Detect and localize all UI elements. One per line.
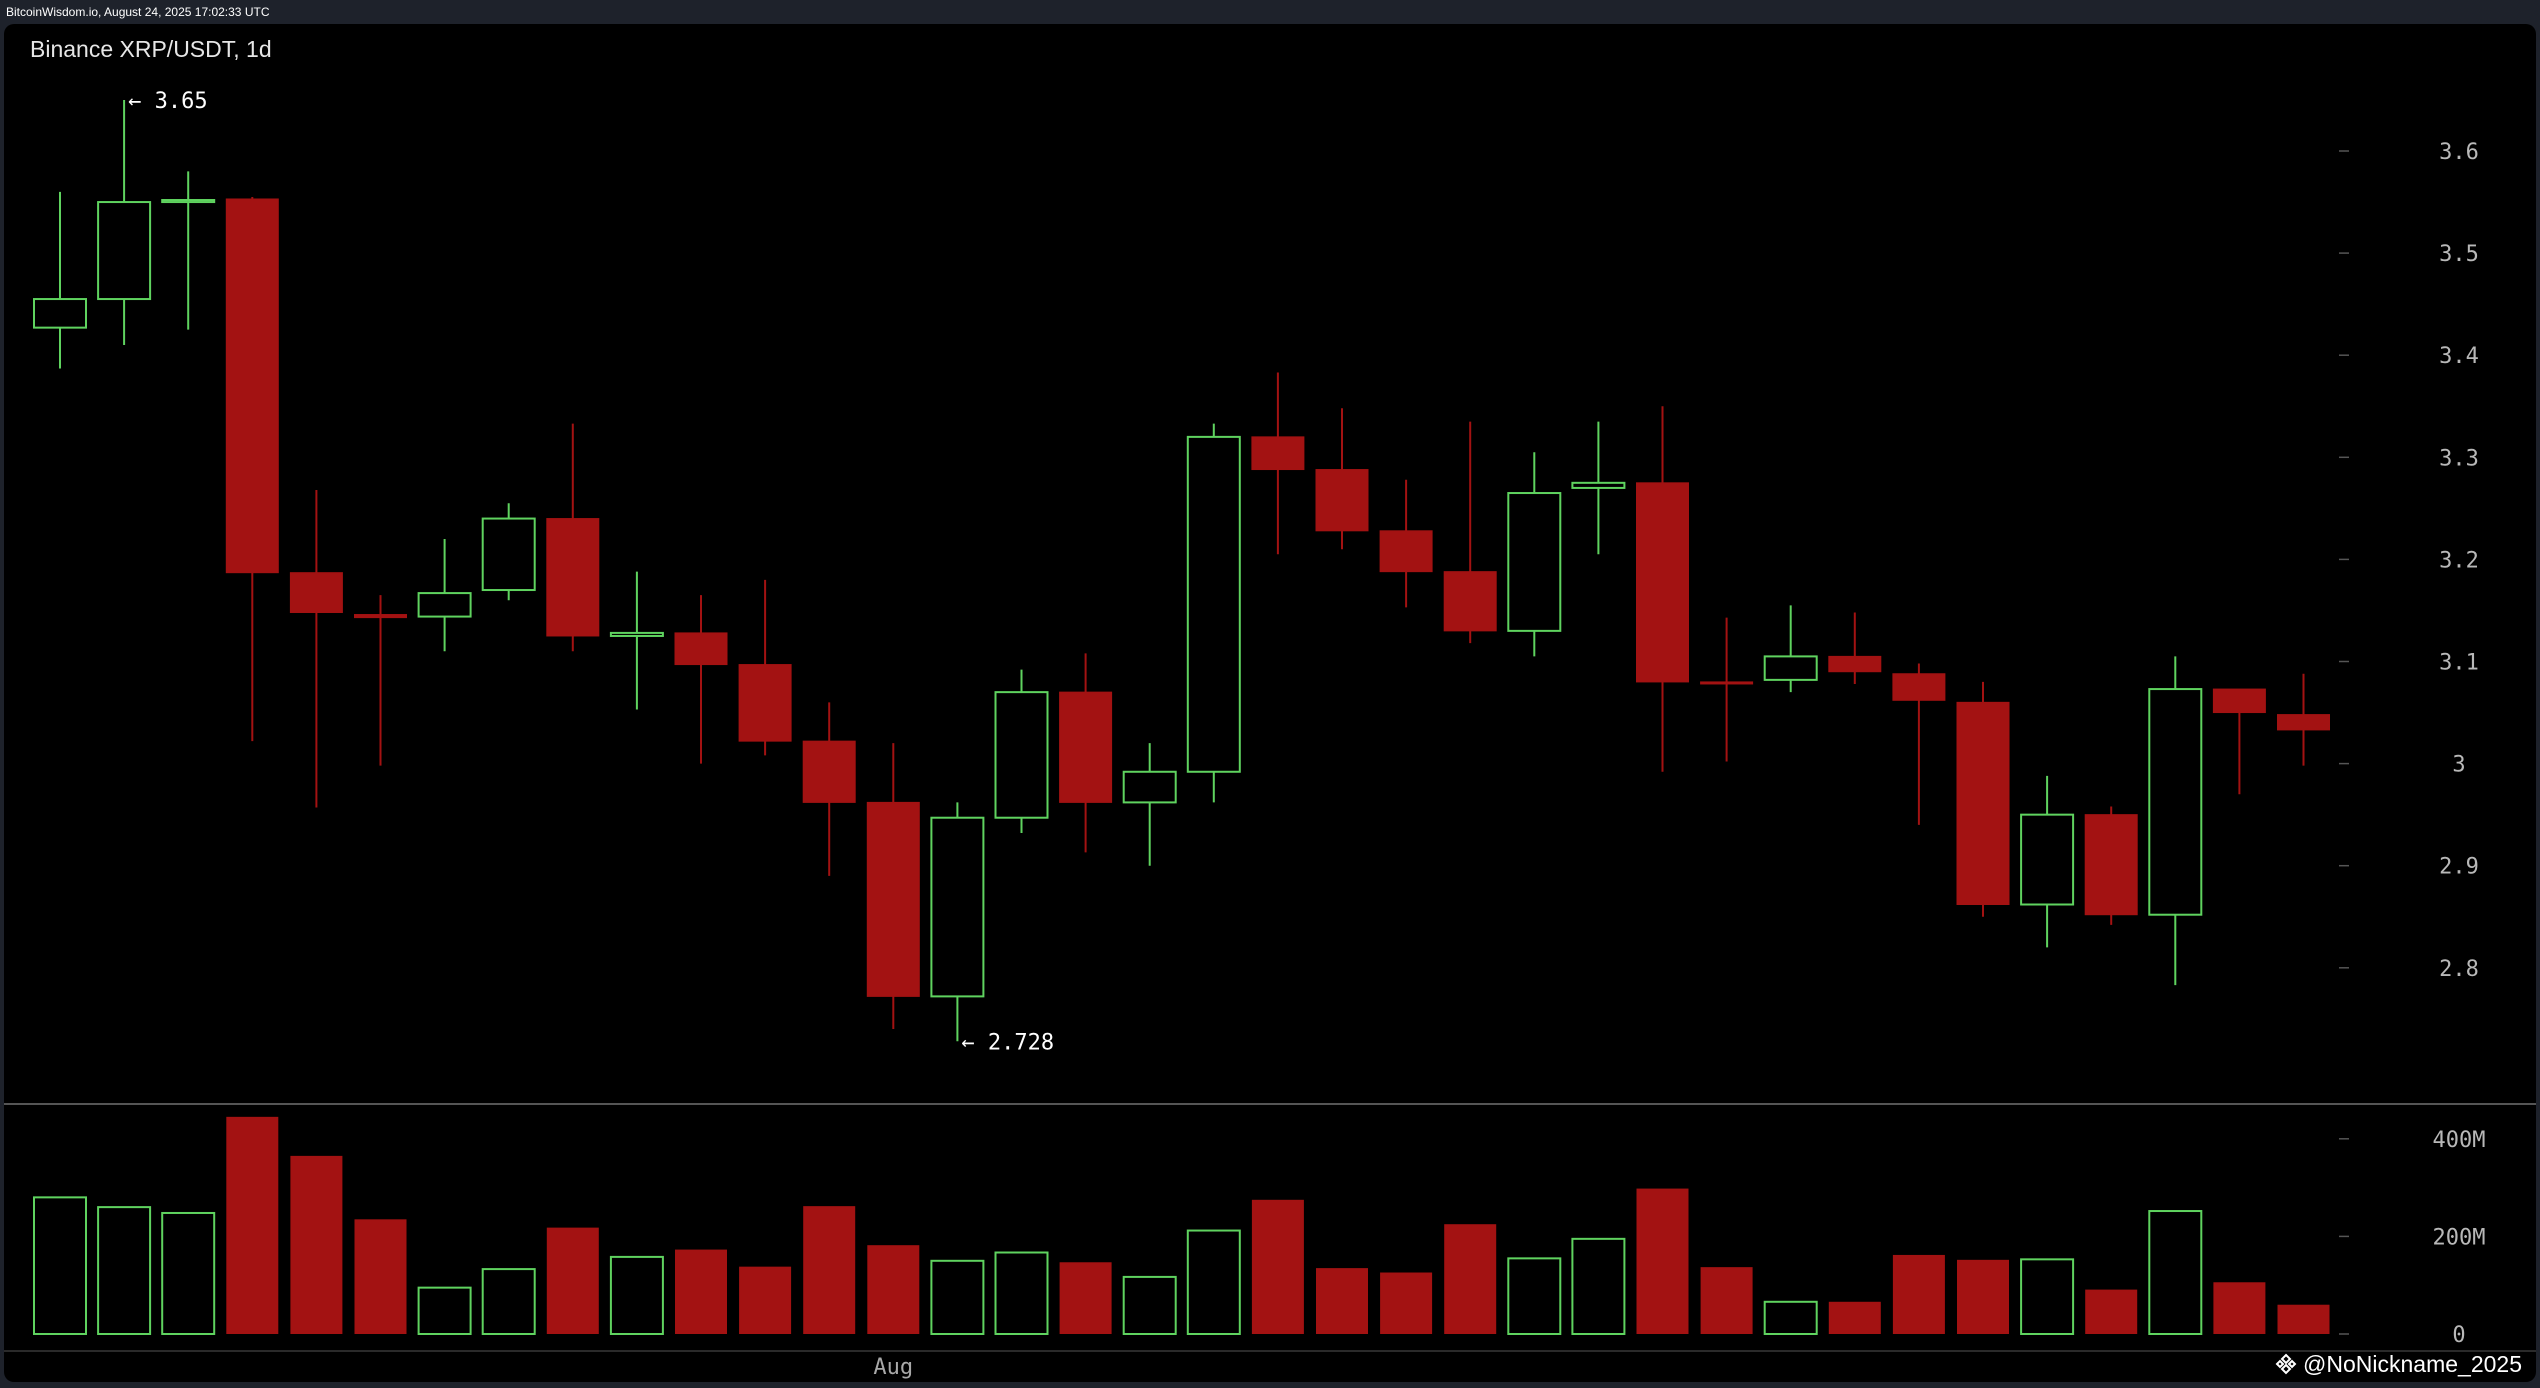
volume-bar-up [2148, 1210, 2203, 1336]
price-axis-label: 3.2 [2439, 548, 2479, 573]
volume-bar-up [1763, 1300, 1818, 1335]
candle-body-down [1379, 530, 1433, 573]
candle-body-down [2277, 714, 2330, 731]
volume-bar-down [546, 1227, 599, 1334]
volume-bar-up [994, 1251, 1049, 1336]
candle-body-down [225, 198, 279, 574]
volume-bar-down [1059, 1262, 1112, 1334]
price-axis-label: 2.9 [2439, 855, 2479, 880]
chart-panel: Binance XRP/USDT, 1d 3.6 3.5 3.4 3.3 3.2 3.1 3… [4, 24, 2536, 1382]
candle-body-down [354, 614, 407, 619]
volume-bar-up [1507, 1257, 1562, 1335]
candle-body-up [609, 631, 664, 637]
price-axis-label: 3.6 [2439, 140, 2479, 165]
volume-bar-up [2020, 1258, 2075, 1336]
price-axis-label: 2.8 [2439, 957, 2479, 982]
candle-body-down [866, 801, 920, 997]
candle-body-up [33, 298, 87, 329]
candle-body-up [417, 592, 472, 618]
volume-axis-label: 200M [2433, 1225, 2486, 1250]
candle-body-down [1956, 701, 2010, 905]
candle-body-up [161, 199, 216, 204]
candle-body-up [930, 816, 985, 998]
volume-bar-down [675, 1249, 727, 1334]
volume-bar-down [290, 1155, 343, 1334]
candle-body-down [289, 572, 343, 613]
top-bar: BitcoinWisdom.io, August 24, 2025 17:02:… [0, 0, 2540, 24]
volume-bar-down [1316, 1268, 1368, 1334]
candle-body-down [1059, 691, 1113, 803]
candlestick-chart: 3.6 3.5 3.4 3.3 3.2 3.1 3 2.9 2.8 400M 200M 0 ← 3.65… [4, 89, 2536, 1380]
volume-bar-down [354, 1219, 407, 1334]
candle-body-down [1315, 469, 1369, 532]
candle-body-up [1186, 435, 1241, 773]
volume-bar-up [1186, 1229, 1241, 1335]
volume-bar-down [1828, 1301, 1881, 1334]
candle-body-up [1763, 655, 1818, 681]
volume-bar-down [803, 1206, 856, 1334]
candle-body-down [1443, 571, 1497, 632]
candle-body-up [1507, 492, 1562, 632]
candle-body-up [2020, 813, 2075, 906]
candle-body-up [1571, 481, 1626, 489]
volume-bar-up [930, 1259, 985, 1336]
candle-body-down [2084, 814, 2138, 916]
candle-body-down [1892, 673, 1946, 701]
candle-body-up [994, 691, 1049, 819]
price-annotation: ← 3.65 [128, 89, 207, 114]
candle-body-down [1636, 482, 1689, 683]
candle-body-up [97, 201, 152, 301]
time-axis-label: Aug [873, 1355, 913, 1380]
watermark-text: @NoNickname_2025 [2303, 1351, 2522, 1377]
volume-bar-down [2277, 1304, 2330, 1334]
volume-axis-label: 400M [2433, 1128, 2486, 1153]
price-axis-label: 3 [2452, 753, 2465, 778]
candle-body-down [2212, 688, 2266, 714]
volume-bar-down [867, 1245, 920, 1334]
candle-body-up [1122, 770, 1177, 804]
volume-bar-down [2085, 1289, 2138, 1334]
timestamp-label: BitcoinWisdom.io, August 24, 2025 17:02:… [6, 5, 270, 19]
chart-title: Binance XRP/USDT, 1d [30, 36, 272, 62]
candle-body-down [1700, 681, 1754, 685]
candle-body-down [674, 632, 728, 666]
candle-body-down [1251, 436, 1305, 471]
volume-bar-down [1892, 1254, 1945, 1334]
price-axis-label: 3.5 [2439, 242, 2479, 267]
candle-body-down [1828, 655, 1882, 673]
volume-bar-up [161, 1211, 216, 1335]
volume-bar-down [2213, 1282, 2266, 1334]
candle-body-down [546, 518, 600, 637]
volume-bar-up [417, 1286, 472, 1336]
volume-bar-down [1251, 1199, 1304, 1334]
candle-body-up [2148, 688, 2203, 916]
binance-diamond-icon [2275, 1351, 2297, 1378]
watermark: @NoNickname_2025 [2275, 1351, 2522, 1378]
volume-bar-down [1636, 1188, 1689, 1334]
volume-bar-down [739, 1266, 792, 1334]
candle-body-down [738, 664, 792, 742]
volume-bar-down [1957, 1259, 2009, 1334]
volume-bar-down [226, 1116, 279, 1334]
volume-axis-label: 0 [2452, 1323, 2465, 1348]
volume-bar-down [1380, 1272, 1433, 1334]
volume-bar-up [481, 1268, 536, 1335]
volume-bar-up [33, 1196, 87, 1335]
candle-body-down [802, 740, 856, 803]
volume-bar-up [97, 1206, 152, 1335]
volume-bar-up [609, 1255, 664, 1335]
volume-bar-up [1122, 1275, 1177, 1336]
price-axis-label: 3.1 [2439, 651, 2479, 676]
price-axis-label: 3.4 [2439, 344, 2479, 369]
candle-body-up [481, 517, 536, 592]
price-axis-label: 3.3 [2439, 446, 2479, 471]
volume-bar-up [1571, 1237, 1626, 1335]
price-annotation: ← 2.728 [961, 1030, 1054, 1055]
volume-bar-down [1444, 1224, 1497, 1334]
volume-bar-down [1700, 1267, 1753, 1334]
